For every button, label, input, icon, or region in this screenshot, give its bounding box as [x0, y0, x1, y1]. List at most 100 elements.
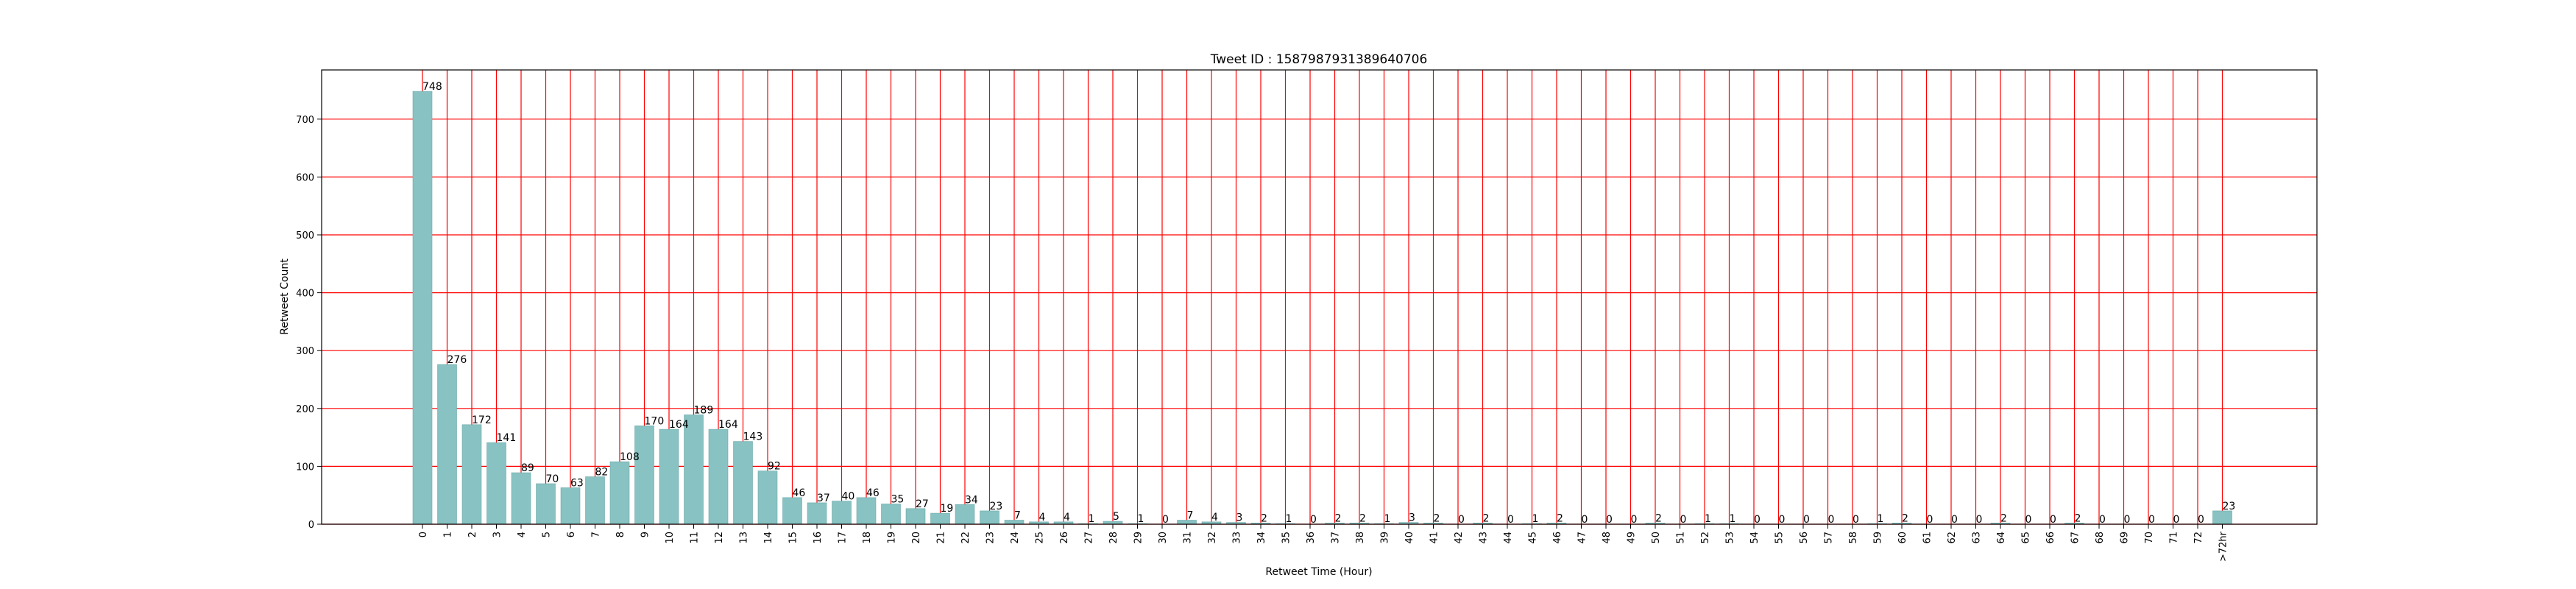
x-tick-label: 32: [1207, 532, 1218, 544]
data-label: 3: [1236, 512, 1243, 524]
bar: [609, 461, 630, 525]
x-tick-label: 22: [960, 532, 972, 544]
bar: [585, 476, 605, 525]
x-tick-label: 70: [2144, 532, 2155, 544]
data-label: 92: [768, 461, 781, 473]
data-label: 4: [1211, 512, 1218, 523]
bar: [511, 472, 531, 525]
data-label: 2: [1261, 512, 1267, 524]
data-label: 2: [1655, 512, 1662, 524]
x-tick-label: 20: [911, 532, 922, 544]
x-tick-label: 34: [1256, 532, 1267, 544]
x-tick-label: 43: [1479, 532, 1490, 544]
bar: [832, 501, 852, 525]
data-label: 0: [2173, 514, 2180, 526]
bar: [881, 504, 901, 525]
bar: [733, 441, 753, 525]
data-label: 0: [2050, 514, 2056, 526]
data-label: 46: [793, 487, 806, 499]
y-tick-label: 500: [296, 230, 314, 241]
x-tick-label: 26: [1059, 532, 1070, 544]
data-label: 0: [2148, 514, 2155, 526]
data-label: 164: [669, 419, 689, 431]
x-tick-label: 7: [591, 532, 602, 537]
data-label: 0: [1582, 514, 1588, 526]
x-tick-label: 68: [2095, 532, 2106, 544]
data-label: 0: [1951, 514, 1958, 526]
x-tick-label: 18: [862, 532, 873, 544]
x-tick-label: 10: [665, 532, 676, 544]
data-label: 2: [1359, 512, 1366, 524]
plot-area-frame: [321, 69, 2318, 525]
x-tick-label: 51: [1676, 532, 1687, 544]
x-tick-label: 65: [2021, 532, 2032, 544]
data-label: 82: [595, 467, 609, 479]
x-tick-label: 3: [492, 532, 503, 537]
x-tick-label: 15: [788, 532, 799, 544]
data-label: 1: [1878, 513, 1884, 525]
x-tick-label: 47: [1577, 532, 1588, 544]
x-tick-label: 48: [1602, 532, 1613, 544]
x-tick-label: 46: [1552, 532, 1563, 544]
data-label: 189: [694, 404, 714, 416]
bar: [486, 442, 506, 525]
data-label: 70: [546, 473, 559, 485]
x-tick-label: 21: [936, 532, 947, 544]
data-label: 0: [2025, 514, 2032, 526]
data-label: 35: [891, 493, 905, 505]
bar: [684, 415, 704, 525]
bar: [412, 91, 433, 525]
y-tick-label: 100: [296, 462, 314, 473]
bar: [536, 483, 556, 525]
y-axis-label: Retweet Count: [279, 258, 291, 335]
bar: [659, 428, 679, 525]
x-tick-label: 53: [1725, 532, 1736, 544]
x-tick-label: 69: [2120, 532, 2131, 544]
data-label: 1: [1730, 513, 1736, 525]
x-tick-label: 56: [1799, 532, 1810, 544]
x-tick-label: 30: [1158, 532, 1169, 544]
data-label: 2: [2000, 512, 2007, 524]
data-label: 7: [1187, 509, 1194, 521]
x-tick-label: 72: [2193, 532, 2204, 544]
x-tick-label: 25: [1035, 532, 1046, 544]
data-label: 89: [521, 462, 534, 474]
data-label: 1: [1286, 513, 1292, 525]
x-tick-label: 31: [1183, 532, 1194, 544]
bar: [807, 502, 827, 525]
data-label: 0: [1853, 514, 1859, 526]
data-label: 4: [1039, 512, 1046, 523]
data-label: 0: [2124, 514, 2131, 526]
x-tick-label: 36: [1306, 532, 1317, 544]
bar: [980, 510, 999, 525]
bar: [634, 426, 654, 525]
data-label: 23: [990, 501, 1003, 512]
data-label: 0: [1680, 514, 1687, 526]
data-label: 1: [1705, 513, 1711, 525]
data-label: 4: [1064, 512, 1070, 523]
x-tick-label: 33: [1232, 532, 1243, 544]
data-label: 19: [941, 503, 954, 515]
x-tick-label: 71: [2169, 532, 2180, 544]
y-tick-label: 0: [308, 520, 314, 531]
data-label: 2: [2075, 512, 2081, 524]
y-tick-label: 700: [296, 115, 314, 126]
y-tick-label: 200: [296, 404, 314, 415]
x-tick-label: 2: [467, 532, 478, 537]
x-tick-label: 45: [1528, 532, 1539, 544]
data-label: 0: [1828, 514, 1835, 526]
x-tick-label: 0: [418, 532, 429, 537]
x-tick-label: 64: [1996, 532, 2007, 544]
data-label: 1: [1138, 513, 1144, 525]
x-tick-label: 49: [1627, 532, 1638, 544]
x-tick-label: 58: [1848, 532, 1859, 544]
data-label: 0: [1803, 514, 1810, 526]
data-label: 172: [472, 415, 492, 426]
data-label: 0: [2198, 514, 2204, 526]
x-tick-label: 19: [887, 532, 898, 544]
x-tick-label: 23: [986, 532, 997, 544]
data-label: 63: [570, 477, 584, 489]
data-label: 0: [1458, 514, 1465, 526]
bar: [708, 428, 729, 525]
y-tick-label: 600: [296, 172, 314, 183]
